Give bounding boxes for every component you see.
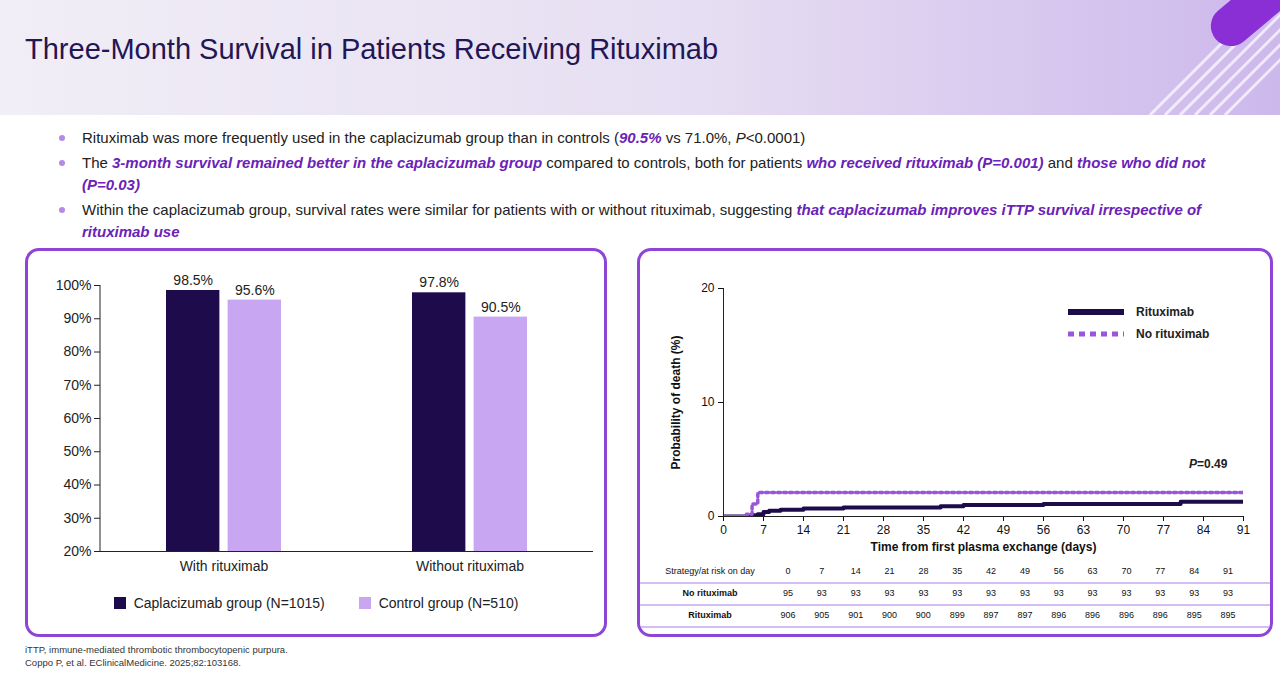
svg-text:70: 70 xyxy=(1121,566,1131,576)
svg-text:93: 93 xyxy=(885,588,895,598)
html-text:Within the caplacizumab group,: Within the caplacizumab group, survival … xyxy=(82,201,1202,240)
svg-text:95.6%: 95.6% xyxy=(235,282,275,298)
svg-text:901: 901 xyxy=(848,610,863,620)
svg-text:Probability of death (%): Probability of death (%) xyxy=(669,335,683,469)
html-text:Rituximab: Rituximab xyxy=(1136,305,1194,319)
svg-text:91: 91 xyxy=(1237,523,1251,537)
html-text:No rituximab: No rituximab xyxy=(1136,327,1210,341)
svg-text:899: 899 xyxy=(950,610,965,620)
svg-text:No rituximab: No rituximab xyxy=(682,588,738,598)
svg-text:7: 7 xyxy=(819,566,824,576)
svg-text:With rituximab: With rituximab xyxy=(180,558,269,574)
html-text:P =0.49: P =0.49 xyxy=(1189,457,1228,471)
svg-text:91: 91 xyxy=(1223,566,1233,576)
svg-text:93: 93 xyxy=(1189,588,1199,598)
svg-text:14: 14 xyxy=(797,523,811,537)
svg-text:95: 95 xyxy=(783,588,793,598)
svg-text:93: 93 xyxy=(1054,588,1064,598)
svg-text:63: 63 xyxy=(1077,523,1091,537)
svg-text:896: 896 xyxy=(1153,610,1168,620)
svg-text:21: 21 xyxy=(885,566,895,576)
svg-text:0: 0 xyxy=(708,509,715,523)
svg-text:93: 93 xyxy=(1020,588,1030,598)
html-text:Control group (N=510): Control group (N=510) xyxy=(378,595,519,611)
svg-text:Strategy/at risk on day: Strategy/at risk on day xyxy=(665,566,755,576)
svg-text:30%: 30% xyxy=(63,510,91,526)
svg-text:897: 897 xyxy=(984,610,999,620)
svg-text:35: 35 xyxy=(917,523,931,537)
html-text:Caplacizumab group (N=1015): Caplacizumab group (N=1015) xyxy=(133,595,325,611)
svg-text:93: 93 xyxy=(952,588,962,598)
svg-text:Without rituximab: Without rituximab xyxy=(416,558,524,574)
svg-text:93: 93 xyxy=(1088,588,1098,598)
svg-text:40%: 40% xyxy=(63,476,91,492)
svg-text:905: 905 xyxy=(814,610,829,620)
svg-text:93: 93 xyxy=(1121,588,1131,598)
svg-text:20: 20 xyxy=(701,281,715,295)
svg-text:84: 84 xyxy=(1189,566,1199,576)
svg-text:49: 49 xyxy=(997,523,1011,537)
svg-text:98.5%: 98.5% xyxy=(173,272,213,288)
svg-text:7: 7 xyxy=(760,523,767,537)
svg-text:896: 896 xyxy=(1051,610,1066,620)
svg-text:56: 56 xyxy=(1037,523,1051,537)
svg-text:90%: 90% xyxy=(63,310,91,326)
svg-text:896: 896 xyxy=(1119,610,1134,620)
svg-text:896: 896 xyxy=(1085,610,1100,620)
svg-text:84: 84 xyxy=(1197,523,1211,537)
svg-text:897: 897 xyxy=(1017,610,1032,620)
svg-text:90.5%: 90.5% xyxy=(481,299,521,315)
html-text:The 3-month survival remained: The 3-month survival remained better in … xyxy=(82,154,1206,193)
svg-text:42: 42 xyxy=(986,566,996,576)
svg-text:20%: 20% xyxy=(63,543,91,559)
svg-text:35: 35 xyxy=(952,566,962,576)
svg-text:93: 93 xyxy=(986,588,996,598)
html-text:Three-Month Survival in Patien: Three-Month Survival in Patients Receivi… xyxy=(25,33,719,65)
svg-text:60%: 60% xyxy=(63,410,91,426)
svg-text:93: 93 xyxy=(817,588,827,598)
svg-text:100%: 100% xyxy=(56,277,92,293)
svg-text:50%: 50% xyxy=(63,443,91,459)
html-text:Coppo P, et al. EClinicalMedic: Coppo P, et al. EClinicalMedicine. 2025;… xyxy=(25,657,241,668)
svg-text:28: 28 xyxy=(877,523,891,537)
svg-text:10: 10 xyxy=(701,395,715,409)
svg-text:Time from first plasma exchang: Time from first plasma exchange (days) xyxy=(871,540,1097,554)
svg-text:93: 93 xyxy=(851,588,861,598)
svg-text:93: 93 xyxy=(1155,588,1165,598)
svg-text:70: 70 xyxy=(1117,523,1131,537)
svg-text:900: 900 xyxy=(916,610,931,620)
svg-text:906: 906 xyxy=(780,610,795,620)
svg-text:21: 21 xyxy=(837,523,851,537)
html-text:Rituximab was more frequently: Rituximab was more frequently used in th… xyxy=(82,129,806,146)
svg-text:0: 0 xyxy=(785,566,790,576)
svg-text:42: 42 xyxy=(957,523,971,537)
svg-text:63: 63 xyxy=(1088,566,1098,576)
svg-text:93: 93 xyxy=(918,588,928,598)
svg-text:895: 895 xyxy=(1187,610,1202,620)
svg-text:895: 895 xyxy=(1220,610,1235,620)
svg-text:77: 77 xyxy=(1155,566,1165,576)
svg-text:80%: 80% xyxy=(63,343,91,359)
svg-text:56: 56 xyxy=(1054,566,1064,576)
svg-text:Rituximab: Rituximab xyxy=(688,610,732,620)
html-text:iTTP, immune-mediated thrombot: iTTP, immune-mediated thrombotic thrombo… xyxy=(25,644,288,655)
svg-text:28: 28 xyxy=(918,566,928,576)
svg-text:49: 49 xyxy=(1020,566,1030,576)
svg-text:97.8%: 97.8% xyxy=(419,274,459,290)
svg-text:93: 93 xyxy=(1223,588,1233,598)
svg-text:900: 900 xyxy=(882,610,897,620)
svg-text:0: 0 xyxy=(720,523,727,537)
svg-text:14: 14 xyxy=(851,566,861,576)
svg-text:70%: 70% xyxy=(63,377,91,393)
svg-text:77: 77 xyxy=(1157,523,1171,537)
